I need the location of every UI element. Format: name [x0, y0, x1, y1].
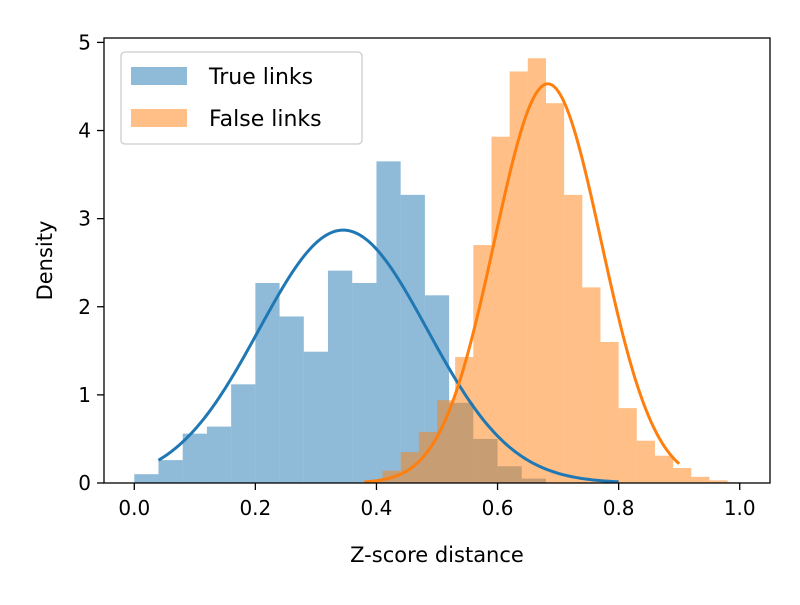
false-links-bar — [709, 480, 728, 483]
false-links-bar — [437, 400, 456, 483]
true-links-bar — [279, 316, 304, 483]
false-links-bar — [654, 455, 674, 483]
x-tick-label: 0.2 — [239, 496, 271, 520]
y-tick-label: 4 — [78, 119, 91, 143]
x-axis-label: Z-score distance — [350, 543, 524, 567]
false-links-bar — [455, 356, 474, 483]
y-tick-label: 5 — [78, 30, 91, 54]
false-links-bar — [618, 408, 637, 483]
legend: True links False links — [120, 51, 363, 145]
x-tick-label: 1.0 — [724, 496, 756, 520]
false-links-bar — [691, 476, 710, 483]
true-links-bar — [376, 161, 401, 483]
false-links-bar — [473, 245, 492, 483]
x-tick-label: 0.8 — [603, 496, 635, 520]
false-links-bar — [600, 342, 619, 483]
y-tick-label: 0 — [78, 471, 91, 495]
bars-layer — [134, 58, 740, 484]
plot-frame — [103, 37, 771, 484]
false-links-bar — [509, 71, 528, 484]
true-links-fit-line — [157, 228, 619, 484]
true-links-bar — [134, 474, 159, 483]
x-axis: 0.0 0.2 0.4 0.6 0.8 1.0 — [118, 483, 756, 520]
false-links-fit-line — [364, 82, 681, 484]
x-tick-label: 0.0 — [118, 496, 150, 520]
false-links-bar — [564, 194, 583, 483]
false-links-bar — [673, 468, 692, 483]
x-tick-label: 0.4 — [361, 496, 393, 520]
true-links-bar — [158, 460, 183, 483]
true-links-bar — [206, 426, 232, 483]
false-links-bar — [582, 287, 601, 483]
true-links-bar — [303, 351, 329, 483]
y-axis: 0 1 2 3 4 5 — [78, 30, 104, 495]
y-tick-label: 2 — [78, 295, 91, 319]
false-links-legend-label: False links — [209, 107, 322, 132]
y-tick-label: 1 — [78, 383, 91, 407]
true-links-legend-swatch — [131, 67, 187, 85]
false-links-bar — [527, 58, 546, 483]
y-tick-label: 3 — [78, 207, 91, 231]
true-links-bar — [352, 282, 377, 483]
true-links-bar — [231, 384, 256, 483]
y-axis-label: Density — [33, 221, 57, 301]
true-links-legend-label: True links — [208, 65, 313, 90]
true-links-bar — [182, 433, 207, 483]
fit-curves-layer — [157, 82, 681, 484]
false-links-bar — [491, 136, 510, 484]
true-links-bar — [328, 270, 353, 483]
false-links-bar — [545, 103, 565, 484]
x-tick-label: 0.6 — [482, 496, 514, 520]
false-links-bar — [636, 440, 655, 483]
false-links-legend-swatch — [131, 109, 187, 127]
